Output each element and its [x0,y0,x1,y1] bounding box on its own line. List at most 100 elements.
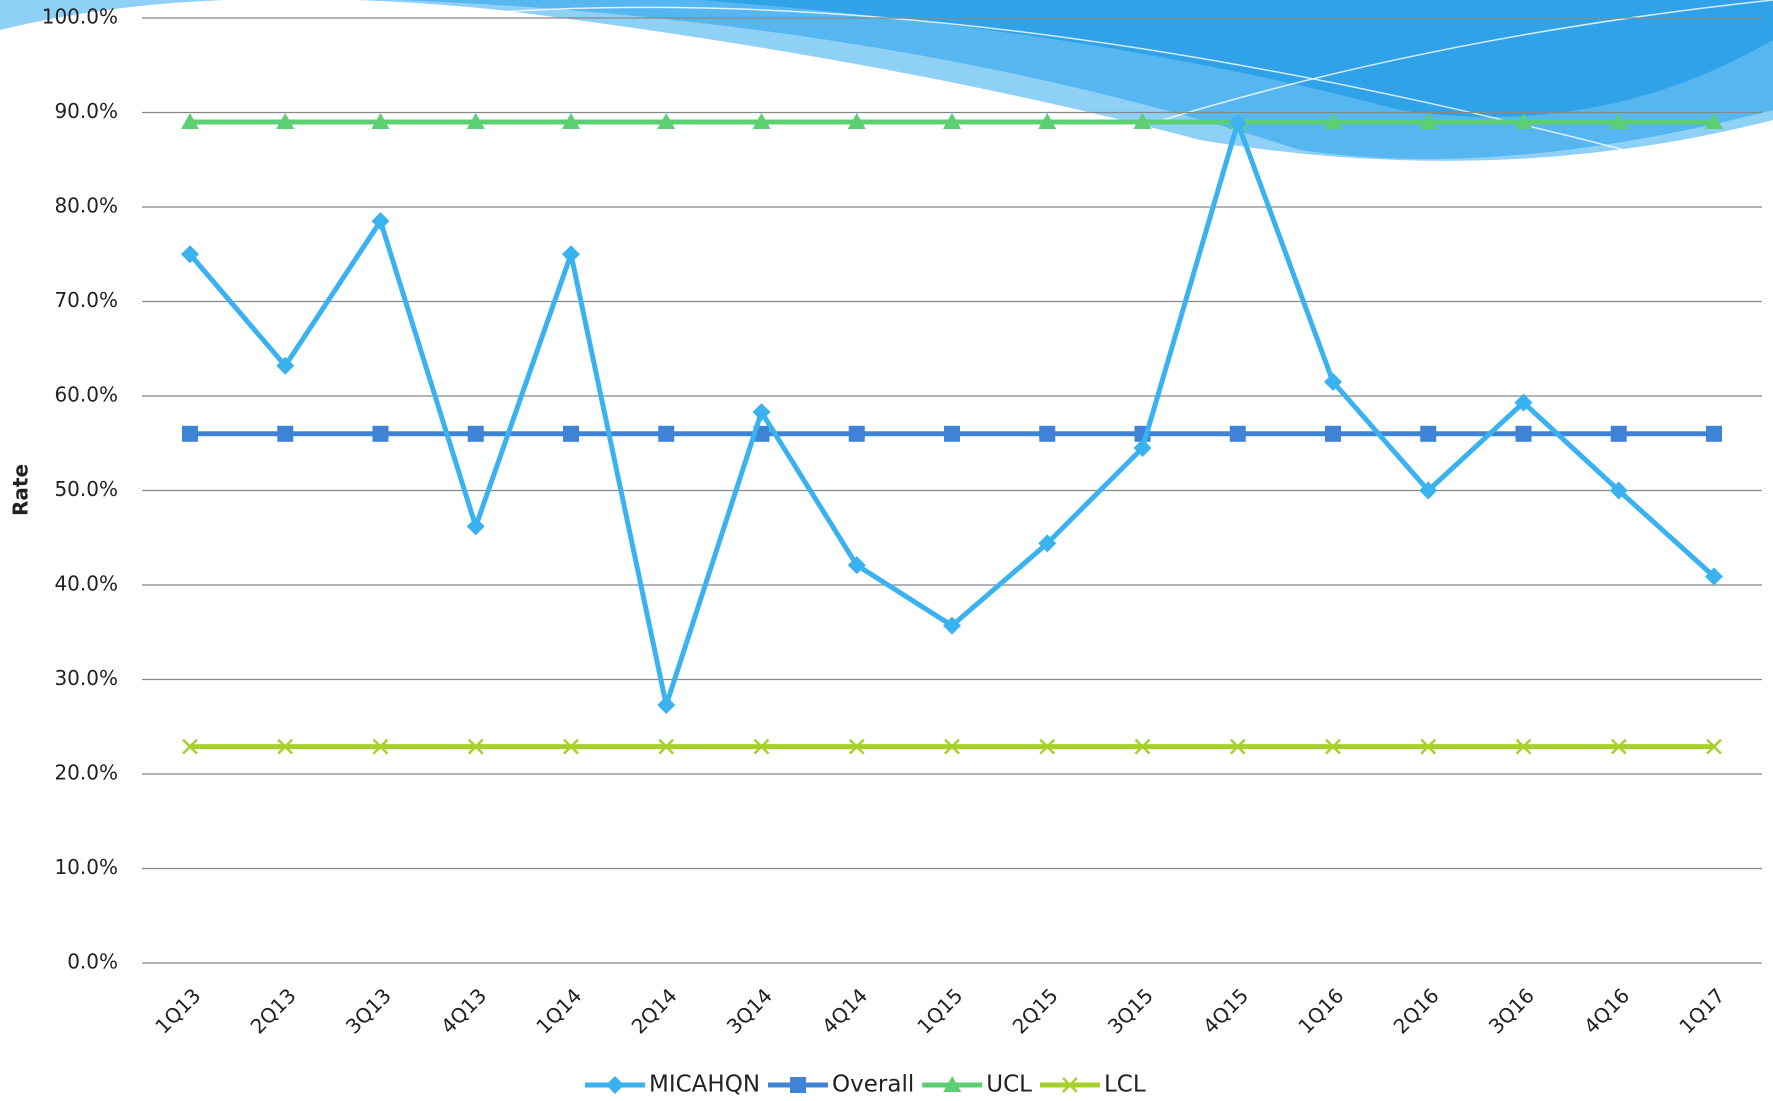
x-tick-label: 4Q15 [1198,983,1253,1038]
marker [1514,393,1533,412]
marker [181,245,199,264]
marker [657,696,676,715]
y-tick-label: 80.0% [54,194,118,218]
marker [847,112,866,129]
marker [1325,738,1341,755]
marker [372,738,389,755]
marker [1039,738,1056,755]
marker [944,738,960,755]
x-tick-label: 1Q15 [912,983,967,1038]
marker [1133,112,1152,129]
marker [1325,425,1341,442]
marker [1706,738,1722,755]
marker [752,112,771,129]
marker [563,738,579,755]
legend-label: MICAHQN [649,1072,760,1098]
marker [753,738,770,755]
marker [466,517,485,536]
x-tick-label: 2Q13 [246,983,301,1038]
marker [277,738,294,755]
x-tick-label: 3Q16 [1484,983,1539,1038]
marker [1134,738,1151,755]
legend-label: Overall [832,1072,914,1098]
marker [1229,425,1246,442]
marker [1609,481,1628,500]
x-tick-label: 4Q13 [436,983,491,1038]
marker [1038,534,1057,553]
y-tick-label: 10.0% [54,855,118,879]
marker [181,112,199,129]
marker [1133,438,1152,457]
marker [1229,738,1246,755]
marker [276,112,295,129]
marker [657,112,676,129]
x-tick-label: 4Q16 [1579,983,1634,1038]
x-tick-label: 1Q14 [531,983,586,1038]
marker [277,425,294,442]
marker [1705,567,1723,586]
marker [1228,113,1247,132]
marker [371,212,390,231]
marker [1324,372,1342,391]
marker [182,425,198,442]
marker [1515,738,1532,755]
marker [467,425,484,442]
marker [1419,481,1438,500]
marker [1420,425,1437,442]
marker [1610,738,1627,755]
marker [1039,425,1056,442]
legend-item: LCL [1039,1072,1146,1098]
marker [847,556,866,575]
marker [752,403,771,422]
marker [1420,738,1437,755]
marker [1419,112,1438,129]
marker [1062,1077,1078,1093]
marker [848,425,865,442]
marker [467,738,484,755]
x-tick-label: 3Q14 [722,983,777,1038]
x-tick-label: 2Q16 [1389,983,1444,1038]
y-tick-label: 20.0% [54,761,118,785]
marker [466,112,485,129]
marker [1609,112,1628,129]
marker [944,425,960,442]
marker [790,1077,807,1093]
marker [562,112,580,129]
x-tick-label: 1Q16 [1293,983,1348,1038]
marker [563,425,579,442]
legend-item: MICAHQN [585,1072,760,1098]
marker [1514,112,1533,129]
marker [1324,112,1342,129]
marker [1038,112,1057,129]
marker [372,425,389,442]
y-tick-label: 50.0% [54,477,118,501]
marker [1706,425,1722,442]
y-tick-label: 90.0% [54,99,118,123]
legend-item: UCL [922,1072,1032,1098]
marker [1610,425,1627,442]
x-tick-label: 1Q17 [1674,983,1729,1038]
y-tick-label: 0.0% [67,950,118,974]
y-tick-label: 100.0% [42,5,118,29]
y-tick-label: 30.0% [54,666,118,690]
x-tick-label: 2Q15 [1008,983,1063,1038]
decoration [0,0,1773,171]
x-tick-label: 4Q14 [817,983,872,1038]
x-tick-label: 3Q15 [1103,983,1158,1038]
marker [848,738,865,755]
marker [1705,112,1723,129]
marker [371,112,390,129]
legend-item: Overall [768,1072,914,1098]
y-tick-label: 40.0% [54,572,118,596]
x-tick-label: 2Q14 [627,983,682,1038]
y-axis-label: Rate [9,464,33,516]
marker [182,738,198,755]
y-tick-label: 60.0% [54,383,118,407]
x-tick-label: 3Q13 [341,983,396,1038]
marker [1515,425,1532,442]
marker [562,245,580,264]
marker [943,616,961,635]
marker [658,738,675,755]
marker [943,1076,962,1092]
y-tick-label: 70.0% [54,288,118,312]
